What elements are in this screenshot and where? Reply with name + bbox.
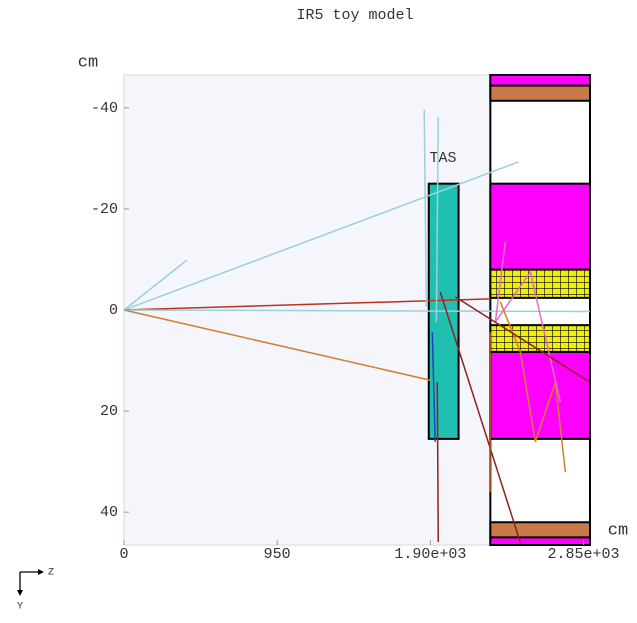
x-axis-label: cm	[608, 521, 628, 540]
y-tick-label: 0	[109, 302, 118, 319]
volume	[490, 184, 590, 270]
arrow-heads	[17, 569, 44, 596]
x-tick-label: 0	[119, 546, 128, 563]
axis-indicator: Z Y	[17, 568, 54, 613]
y-tick-label: 20	[100, 403, 118, 420]
volume	[490, 270, 590, 298]
volume	[490, 537, 590, 545]
y-axis-label: cm	[78, 53, 98, 72]
volume	[490, 86, 590, 101]
event-display: IR5 toy model cm cm Z Y TAS Q1 -40-20020…	[0, 0, 637, 623]
x-tick-label: 2.85e+03	[548, 546, 620, 563]
volume	[490, 522, 590, 537]
z-label: Z	[48, 568, 54, 579]
x-tick-label: 950	[264, 546, 291, 563]
track	[437, 382, 438, 542]
annotation: TAS	[429, 150, 456, 167]
axis-arrows	[20, 572, 38, 590]
volume	[490, 75, 590, 545]
y-tick-label: -40	[91, 100, 118, 117]
y-tick-label: -20	[91, 201, 118, 218]
volume	[490, 75, 590, 86]
y-label: Y	[17, 602, 23, 613]
y-tick-label: 40	[100, 504, 118, 521]
x-tick-label: 1.90e+03	[394, 546, 466, 563]
chart-title: IR5 toy model	[296, 7, 413, 24]
